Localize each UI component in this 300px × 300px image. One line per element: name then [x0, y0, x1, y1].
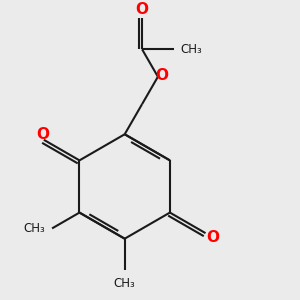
- Text: CH₃: CH₃: [181, 43, 202, 56]
- Text: O: O: [136, 2, 148, 17]
- Text: O: O: [36, 128, 49, 142]
- Text: CH₃: CH₃: [114, 277, 136, 290]
- Text: O: O: [206, 230, 219, 245]
- Text: CH₃: CH₃: [23, 222, 45, 235]
- Text: O: O: [155, 68, 168, 82]
